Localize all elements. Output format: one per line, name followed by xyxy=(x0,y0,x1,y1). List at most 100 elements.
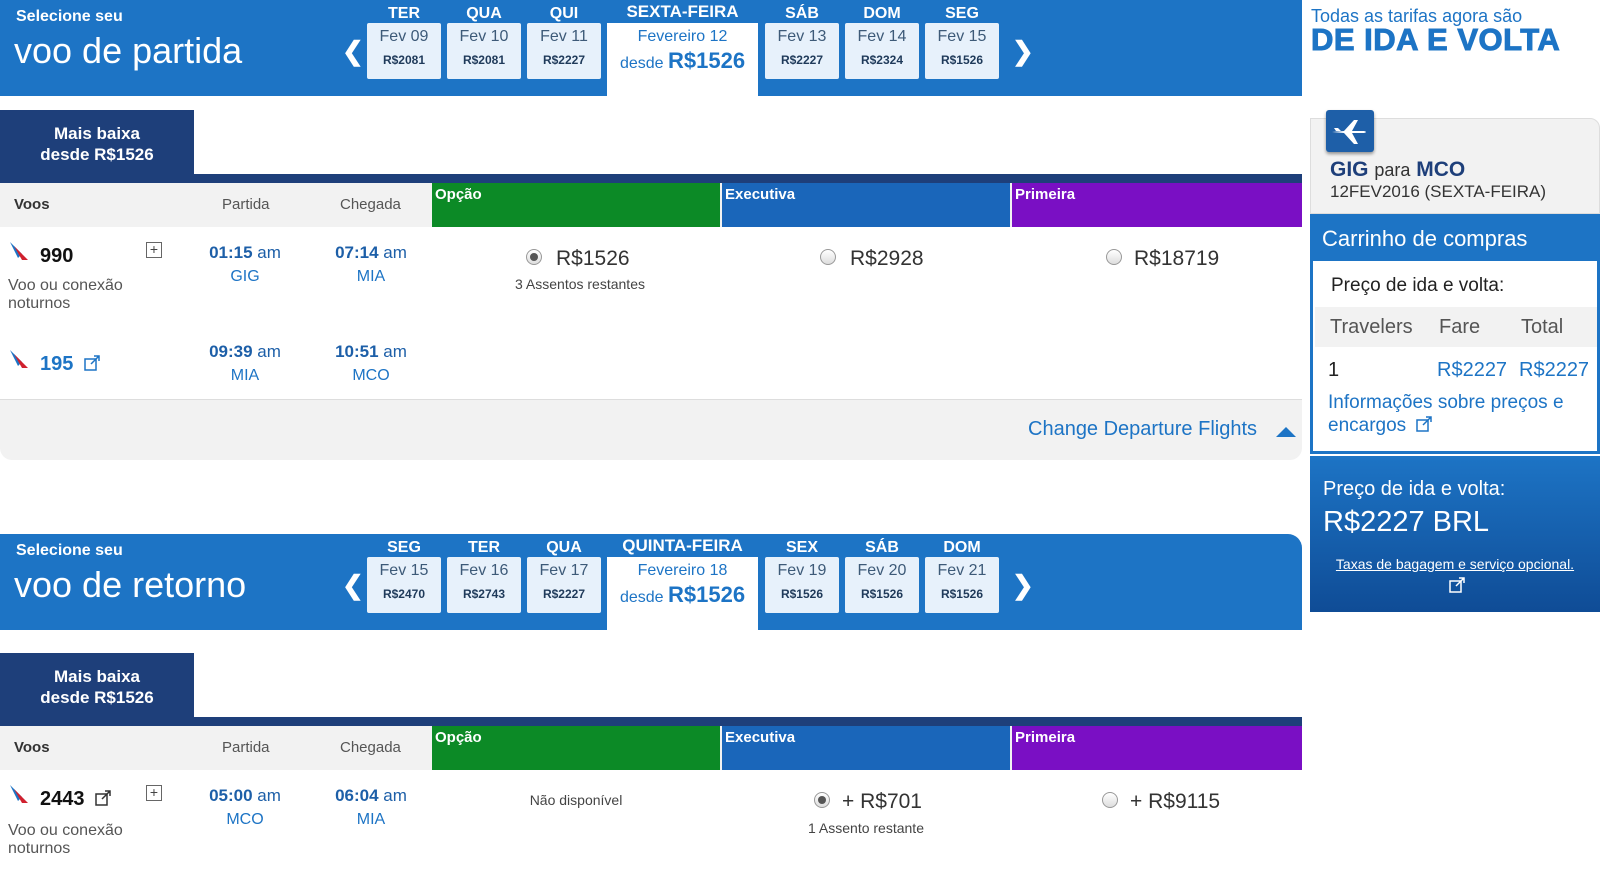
cart-col-travelers: Travelers xyxy=(1330,316,1413,338)
baggage-fees-link[interactable]: Taxas de bagagem e serviço opcional. xyxy=(1310,556,1600,595)
depart-airport[interactable]: MCO xyxy=(226,811,264,828)
expand-plus-icon[interactable]: + xyxy=(146,785,162,801)
day-name: TER xyxy=(388,5,420,22)
date-tab-ret-selected[interactable]: QUINTA-FEIRA Fevereiro 18 desde R$1526 xyxy=(607,536,758,632)
external-link-icon[interactable] xyxy=(83,354,101,372)
flight-number: 990 xyxy=(40,245,74,267)
arrive-airport[interactable]: MIA xyxy=(356,811,386,828)
date-tab-ret-4[interactable]: SEX Fev 19 R$1526 xyxy=(765,538,839,613)
cabin-primeira-header: Primeira xyxy=(1012,183,1302,227)
date-tab-ret-5[interactable]: SÁB Fev 20 R$1526 xyxy=(845,538,919,613)
fare-price-executiva: + R$701 xyxy=(842,790,922,813)
price-info-link[interactable]: Informações sobre preços e encargos xyxy=(1328,392,1564,436)
chevron-left-icon[interactable]: ❮ xyxy=(342,36,364,66)
fare-radio-primeira[interactable] xyxy=(1102,792,1118,808)
day-price: R$2227 xyxy=(542,53,586,67)
return-title: voo de retorno xyxy=(14,564,247,605)
external-link-icon[interactable] xyxy=(1448,576,1466,594)
fare-radio-primeira[interactable] xyxy=(1106,249,1122,265)
depart-time: 01:15 am xyxy=(209,243,281,262)
caret-up-icon[interactable] xyxy=(1276,427,1296,437)
flights-table-header: Voos Partida Chegada Opção Executiva Pri… xyxy=(0,183,1302,227)
expand-plus-icon[interactable]: + xyxy=(146,242,162,258)
day-price: desde R$1526 xyxy=(619,48,746,73)
total-label: Preço de ida e volta: xyxy=(1323,478,1506,500)
day-price: R$2227 xyxy=(542,587,586,601)
date-tab-dep-0[interactable]: TER Fev 09 R$2081 xyxy=(367,4,441,79)
day-date: Fev 21 xyxy=(937,562,987,579)
cabin-executiva-header: Executiva xyxy=(722,726,1010,770)
day-name: QUINTA-FEIRA xyxy=(622,536,743,555)
date-tab-dep-2[interactable]: QUI Fev 11 R$2227 xyxy=(527,4,601,79)
promo-headline: DE IDA E VOLTA xyxy=(1310,22,1561,58)
col-flights: Voos xyxy=(14,739,50,756)
arrive-time: 10:51 am xyxy=(335,342,407,361)
day-price: R$1526 xyxy=(860,587,904,601)
day-name: QUA xyxy=(466,5,502,22)
row-divider xyxy=(0,399,1302,400)
overnight-note: Voo ou conexão noturnos xyxy=(8,822,123,857)
day-price: R$1526 xyxy=(940,53,984,67)
aa-logo-icon xyxy=(10,242,28,260)
lowest-line1: Mais baixa xyxy=(54,124,140,143)
cart-title: Carrinho de compras xyxy=(1313,217,1597,261)
arrive-airport[interactable]: MIA xyxy=(356,268,386,285)
external-link-icon[interactable] xyxy=(94,789,112,807)
date-tab-dep-5[interactable]: DOM Fev 14 R$2324 xyxy=(845,4,919,79)
route-para: para xyxy=(1374,160,1411,180)
date-tab-ret-1[interactable]: TER Fev 16 R$2743 xyxy=(447,538,521,613)
flights-table-header: Voos Partida Chegada Opção Executiva Pri… xyxy=(0,726,1302,770)
date-tab-ret-2[interactable]: QUA Fev 17 R$2227 xyxy=(527,538,601,613)
divider xyxy=(0,174,1302,183)
fare-radio-executiva[interactable] xyxy=(820,249,836,265)
date-tab-dep-1[interactable]: QUA Fev 10 R$2081 xyxy=(447,4,521,79)
date-tab-dep-selected[interactable]: SEXTA-FEIRA Fevereiro 12 desde R$1526 xyxy=(607,2,758,98)
day-price: R$2081 xyxy=(382,53,426,67)
chevron-right-icon[interactable]: ❯ xyxy=(1012,570,1034,600)
day-date: Fev 15 xyxy=(937,28,987,45)
date-tab-dep-4[interactable]: SÁB Fev 13 R$2227 xyxy=(765,4,839,79)
seats-remaining: 3 Assentos restantes xyxy=(515,276,645,292)
day-price: R$2324 xyxy=(860,53,904,67)
depart-airport[interactable]: MIA xyxy=(230,367,260,384)
departure-select-label: Selecione seu xyxy=(16,8,123,25)
fare-price-primeira: R$18719 xyxy=(1134,247,1220,270)
day-price: R$1526 xyxy=(940,587,984,601)
day-name: TER xyxy=(468,539,500,556)
promo-text: Todas as tarifas agora são xyxy=(1311,6,1523,26)
arrive-airport[interactable]: MCO xyxy=(352,367,390,384)
day-date: Fevereiro 18 xyxy=(637,562,728,579)
cabin-executiva-header: Executiva xyxy=(722,183,1010,227)
day-date: Fev 13 xyxy=(777,28,827,45)
cart-travelers: 1 xyxy=(1328,359,1340,381)
depart-airport[interactable]: GIG xyxy=(230,268,260,285)
flight-number-link[interactable]: 195 xyxy=(40,353,101,376)
day-date: Fev 19 xyxy=(777,562,827,579)
chevron-right-icon[interactable]: ❯ xyxy=(1012,36,1034,66)
cart-table-header: Travelers Fare Total xyxy=(1315,307,1597,347)
external-link-icon[interactable] xyxy=(1415,415,1433,433)
arrive-time: 06:04 am xyxy=(335,786,407,805)
date-tab-ret-0[interactable]: SEG Fev 15 R$2470 xyxy=(367,538,441,613)
fare-radio-executiva[interactable] xyxy=(814,792,830,808)
fare-price-opcao: R$1526 xyxy=(556,247,630,270)
lowest-fare-tab: Mais baixa desde R$1526 xyxy=(0,110,194,174)
change-departure-link[interactable]: Change Departure Flights xyxy=(1028,418,1258,440)
cart-col-total: Total xyxy=(1521,316,1564,338)
return-select-label: Selecione seu xyxy=(16,542,123,559)
col-arrive: Chegada xyxy=(340,739,401,756)
col-arrive: Chegada xyxy=(340,196,401,213)
chevron-left-icon[interactable]: ❮ xyxy=(342,570,364,600)
date-tab-dep-6[interactable]: SEG Fev 15 R$1526 xyxy=(925,4,999,79)
fare-price-primeira: + R$9115 xyxy=(1130,790,1221,813)
date-tab-ret-6[interactable]: DOM Fev 21 R$1526 xyxy=(925,538,999,613)
day-name: SEG xyxy=(945,5,979,22)
day-name: SÁB xyxy=(865,539,899,556)
day-name: DOM xyxy=(863,5,901,22)
flight-number-link[interactable]: 2443 xyxy=(40,788,112,811)
change-flights-bar: Change Departure Flights xyxy=(0,400,1302,460)
divider xyxy=(0,717,1302,726)
lowest-line2: desde R$1526 xyxy=(40,688,154,707)
overnight-note: Voo ou conexão noturnos xyxy=(8,277,123,312)
fare-radio-opcao[interactable] xyxy=(526,249,542,265)
